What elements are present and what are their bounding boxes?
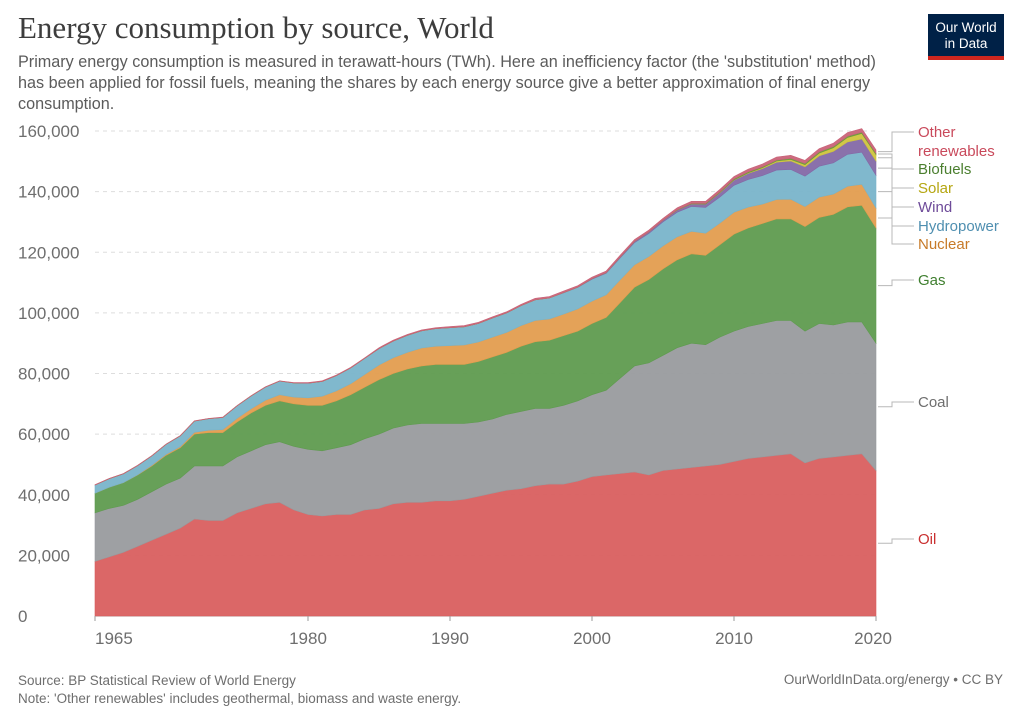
series-label-biofuels[interactable]: Biofuels	[918, 161, 971, 178]
chart-subtitle: Primary energy consumption is measured i…	[18, 53, 876, 113]
logo-line-1: Our World	[935, 20, 997, 35]
note-text: Note: 'Other renewables' includes geothe…	[18, 691, 462, 706]
leader-line	[878, 131, 914, 153]
y-tick-label: 120,000	[18, 243, 79, 262]
y-tick-label: 80,000	[18, 365, 70, 384]
footer-link[interactable]: OurWorldInData.org/energy • CC BY	[783, 672, 1003, 687]
x-tick-label: 1965	[95, 629, 133, 648]
y-tick-label: 20,000	[18, 546, 70, 565]
series-label-gas[interactable]: Gas	[918, 272, 946, 289]
owid-logo[interactable]: Our World in Data	[928, 14, 1004, 60]
source-text: Source: BP Statistical Review of World E…	[18, 673, 296, 688]
y-axis: 0 20,000 40,000 60,000 80,000 100,000 120,000 1…	[18, 122, 79, 626]
leader-line	[878, 279, 914, 287]
x-tick-label: 1980	[289, 629, 327, 648]
leader-line	[878, 191, 914, 227]
leader-line	[878, 401, 914, 408]
series-areas	[94, 128, 877, 617]
series-label-solar[interactable]: Solar	[918, 180, 953, 197]
logo-line-2: in Data	[944, 36, 988, 51]
leader-line	[878, 167, 914, 208]
stacked-area-chart: 0 20,000 40,000 60,000 80,000 100,000 120,000 1…	[18, 122, 999, 648]
series-label-coal[interactable]: Coal	[918, 394, 949, 411]
x-tick-label: 1990	[431, 629, 469, 648]
chart-title: Energy consumption by source, World	[18, 10, 494, 45]
leader-line	[878, 153, 914, 170]
y-tick-label: 140,000	[18, 183, 79, 202]
leader-line	[878, 217, 914, 245]
footer-source: Source: BP Statistical Review of World E…	[18, 672, 461, 708]
area-other-renewables[interactable]	[94, 128, 877, 486]
series-label-renewables[interactable]: renewables	[918, 143, 995, 160]
x-tick-label: 2020	[854, 629, 892, 648]
y-tick-label: 0	[18, 607, 27, 626]
series-label-wind[interactable]: Wind	[918, 199, 952, 216]
leader-line	[878, 538, 914, 544]
series-label-hydropower[interactable]: Hydropower	[918, 218, 999, 235]
x-axis: 1965 1980 1990 2000 2010 2020	[94, 616, 892, 648]
y-tick-label: 40,000	[18, 486, 70, 505]
y-tick-label: 60,000	[18, 425, 70, 444]
x-tick-label: 2010	[715, 629, 753, 648]
series-label-other[interactable]: Other	[918, 124, 956, 141]
y-tick-label: 100,000	[18, 304, 79, 323]
leader-line	[878, 157, 914, 189]
series-label-nuclear[interactable]: Nuclear	[918, 236, 970, 253]
series-label-oil[interactable]: Oil	[918, 531, 936, 548]
x-tick-label: 2000	[573, 629, 611, 648]
y-tick-label: 160,000	[18, 122, 79, 141]
